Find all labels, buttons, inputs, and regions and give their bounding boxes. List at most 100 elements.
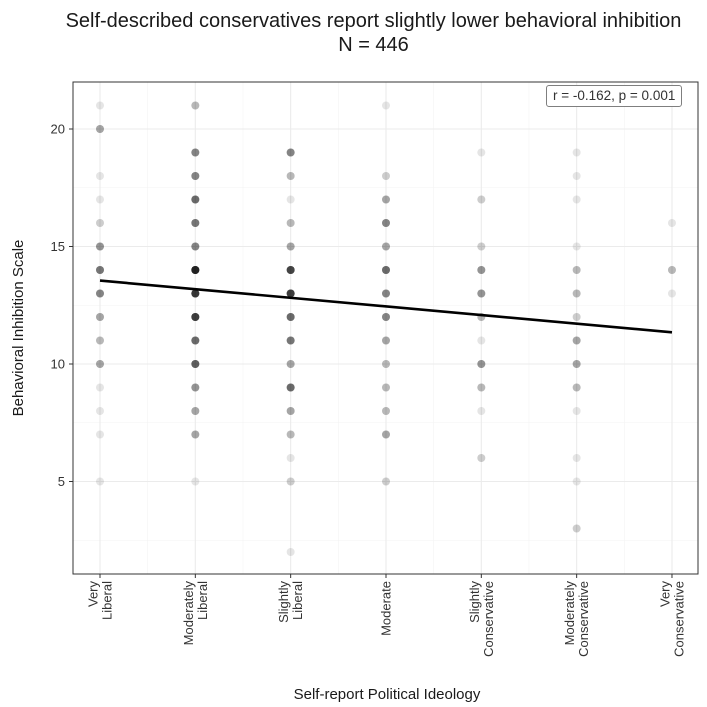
data-point	[96, 242, 104, 251]
data-point	[191, 360, 200, 368]
data-point	[96, 336, 104, 345]
data-point	[286, 407, 295, 415]
data-point	[381, 242, 390, 251]
data-point	[381, 313, 390, 321]
data-point	[191, 101, 200, 110]
data-point	[477, 242, 486, 251]
data-point	[381, 266, 390, 274]
data-point	[286, 336, 295, 345]
data-point	[191, 360, 200, 368]
data-point	[191, 219, 200, 227]
data-point	[191, 148, 200, 157]
data-point	[96, 336, 104, 345]
data-point	[96, 125, 104, 133]
data-point	[191, 266, 200, 274]
data-point	[572, 336, 581, 345]
data-point	[191, 289, 200, 298]
data-point	[477, 266, 486, 274]
data-point	[286, 360, 295, 368]
data-point	[191, 360, 200, 368]
data-point	[191, 313, 200, 321]
data-point	[381, 407, 390, 415]
data-point	[286, 266, 295, 274]
x-tick-label: Moderate	[378, 581, 393, 636]
data-point	[191, 313, 200, 321]
data-point	[286, 172, 295, 180]
data-point	[381, 289, 390, 298]
data-point	[381, 360, 390, 368]
data-point	[191, 242, 200, 251]
data-point	[191, 289, 200, 298]
data-point	[286, 430, 295, 439]
data-point	[286, 336, 295, 345]
data-point	[96, 172, 104, 180]
data-point	[191, 266, 200, 274]
data-point	[572, 524, 581, 533]
data-point	[191, 313, 200, 321]
data-point	[572, 313, 581, 321]
x-tick-label: Very	[657, 581, 672, 608]
data-point	[191, 195, 200, 204]
data-point	[96, 430, 104, 439]
data-point	[191, 313, 200, 321]
data-point	[286, 289, 295, 298]
data-point	[286, 242, 295, 251]
data-point	[191, 313, 200, 321]
data-point	[572, 266, 581, 274]
data-point	[191, 430, 200, 439]
data-point	[191, 172, 200, 180]
data-point	[96, 383, 104, 392]
data-point	[572, 407, 581, 415]
data-point	[286, 477, 295, 486]
data-point	[286, 313, 295, 321]
data-point	[96, 289, 104, 298]
major-gridlines	[73, 82, 698, 574]
data-point	[191, 195, 200, 204]
data-point	[286, 289, 295, 298]
data-point	[381, 289, 390, 298]
data-point	[286, 313, 295, 321]
data-point	[191, 383, 200, 392]
data-point	[381, 360, 390, 368]
data-point	[191, 407, 200, 415]
data-point	[477, 195, 486, 204]
data-point	[96, 477, 104, 486]
data-point	[286, 360, 295, 368]
data-point	[381, 336, 390, 345]
data-point	[477, 360, 486, 368]
data-point	[477, 289, 486, 298]
data-point	[191, 266, 200, 274]
data-point	[381, 430, 390, 439]
data-point	[286, 289, 295, 298]
data-point	[572, 289, 581, 298]
data-point	[191, 266, 200, 274]
x-tick-label: Moderately	[562, 581, 577, 646]
data-point	[191, 266, 200, 274]
data-point	[667, 266, 676, 274]
data-point	[191, 266, 200, 274]
data-point	[286, 313, 295, 321]
data-point	[477, 289, 486, 298]
data-point	[96, 219, 104, 227]
data-point	[191, 101, 200, 110]
data-point	[191, 383, 200, 392]
data-point	[477, 454, 486, 462]
data-point	[191, 148, 200, 157]
data-point	[286, 219, 295, 227]
data-point	[477, 266, 486, 274]
data-point	[96, 266, 104, 274]
data-point	[96, 313, 104, 321]
data-point	[96, 266, 104, 274]
data-point	[477, 242, 486, 251]
data-point	[667, 266, 676, 274]
data-point	[667, 219, 676, 227]
data-point	[381, 430, 390, 439]
data-point	[96, 266, 104, 274]
y-axis: 5 10 15 20	[51, 122, 73, 489]
data-point	[286, 407, 295, 415]
data-point	[572, 336, 581, 345]
data-point	[191, 407, 200, 415]
data-point	[381, 172, 390, 180]
data-point	[191, 360, 200, 368]
data-point	[477, 266, 486, 274]
